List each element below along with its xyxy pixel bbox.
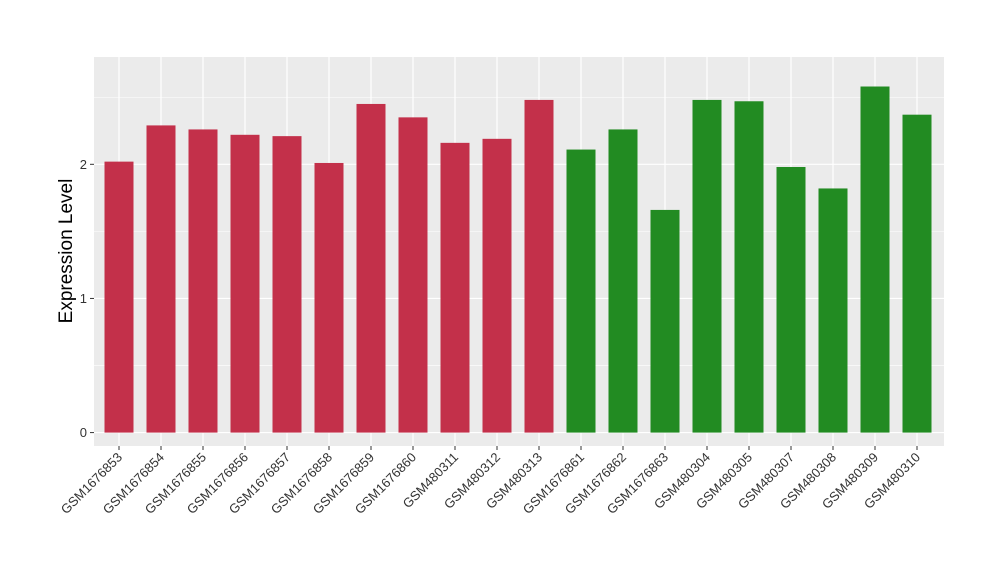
bar-GSM1676862 [608, 129, 638, 433]
bar-GSM480313 [524, 99, 554, 433]
bar-GSM1676857 [272, 136, 302, 433]
x-axis: GSM1676853GSM1676854GSM1676855GSM1676856… [58, 446, 923, 517]
bars [104, 86, 932, 433]
bar-GSM1676853 [104, 161, 134, 433]
y-tick-label: 0 [80, 425, 87, 440]
bar-GSM480312 [482, 138, 512, 433]
bar-GSM480310 [902, 114, 932, 433]
bar-GSM1676861 [566, 149, 596, 433]
bar-GSM1676856 [230, 134, 260, 433]
bar-GSM1676855 [188, 129, 218, 433]
bar-GSM480308 [818, 188, 848, 433]
bar-GSM1676859 [356, 103, 386, 433]
bar-GSM1676863 [650, 209, 680, 433]
bar-GSM1676860 [398, 117, 428, 433]
bar-GSM480307 [776, 166, 806, 433]
bar-GSM1676854 [146, 125, 176, 433]
bar-GSM480304 [692, 99, 722, 433]
bar-GSM1676858 [314, 162, 344, 433]
y-tick-label: 1 [80, 291, 87, 306]
bar-GSM480309 [860, 86, 890, 433]
y-axis-title: Expression Level [56, 179, 77, 324]
y-axis: 0 1 2 [80, 157, 94, 440]
y-tick-label: 2 [80, 157, 87, 172]
bar-GSM480305 [734, 101, 764, 433]
plot-panel [94, 57, 944, 446]
bar-GSM480311 [440, 142, 470, 433]
